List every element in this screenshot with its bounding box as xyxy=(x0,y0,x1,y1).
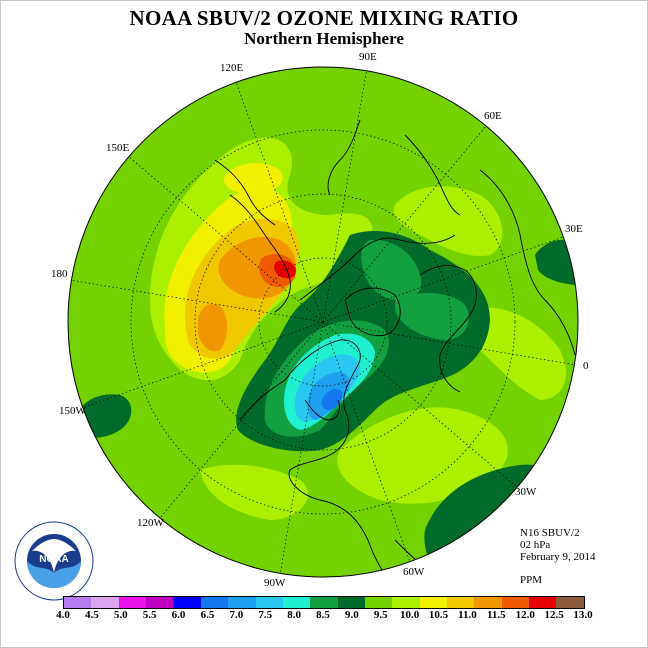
contour-medgreen xyxy=(361,239,422,300)
colorbar-tick-label: 10.5 xyxy=(428,609,449,621)
label-120e: 120E xyxy=(220,62,244,74)
colorbar-tick-label: 7.0 xyxy=(229,609,244,621)
label-90w: 90W xyxy=(264,577,286,589)
colorbar-tick-label: 4.5 xyxy=(85,609,99,621)
colorbar-swatch xyxy=(200,597,229,608)
coast-greenland xyxy=(344,287,401,337)
graticule xyxy=(69,67,577,576)
coast-europe xyxy=(419,264,477,393)
contour-lightgreen-s xyxy=(337,407,508,504)
contour-orange-left xyxy=(198,304,228,352)
coast-north-america xyxy=(239,339,396,577)
colorbar-swatch xyxy=(364,597,393,608)
meridian-30w xyxy=(322,321,519,489)
meridian-60w xyxy=(322,321,411,563)
label-30e: 30E xyxy=(565,223,583,235)
meridian-150e xyxy=(127,155,324,323)
map-subtitle: Northern Hemisphere xyxy=(244,29,404,48)
meridian-30e xyxy=(322,236,564,323)
label-30w: 30W xyxy=(515,486,537,498)
meridian-180 xyxy=(69,279,324,323)
colorbar-tick-label: 6.0 xyxy=(171,609,186,621)
colorbar-tick-label: 10.0 xyxy=(400,609,420,621)
colorbar-swatch xyxy=(474,597,502,608)
instrument-label: N16 SBUV/2 xyxy=(520,527,580,539)
label-120w: 120W xyxy=(137,517,164,529)
map-boundary xyxy=(67,66,579,578)
coast-hudson xyxy=(304,399,340,421)
logo-text: NOAA xyxy=(39,554,68,565)
colorbar-swatch xyxy=(118,597,147,608)
meridian-90w xyxy=(279,321,324,576)
meridian-60e xyxy=(322,125,487,323)
contour-blue xyxy=(321,389,343,410)
label-180: 180 xyxy=(51,268,68,280)
colorbar-tick-label: 8.5 xyxy=(316,609,330,621)
label-60w: 60W xyxy=(403,566,425,578)
label-0: 0 xyxy=(583,360,589,372)
contour-lightgreen-rim xyxy=(464,307,567,400)
contour-lightgreen-ne xyxy=(393,186,503,256)
colorbar-tick-label: 5.0 xyxy=(113,609,128,621)
meridian-0 xyxy=(322,321,577,366)
colorbar-tick-label: 5.5 xyxy=(142,609,157,621)
colorbar-tick-label: 4.0 xyxy=(56,609,70,621)
colorbar-tick-label: 9.5 xyxy=(373,609,388,621)
coast-china xyxy=(214,159,276,226)
colorbar-swatch xyxy=(447,597,475,608)
coast-asia-north xyxy=(299,234,456,301)
pressure-level-label: 02 hPa xyxy=(520,539,551,551)
coast-asia-east xyxy=(229,194,291,313)
colorbar-tick-label: 13.0 xyxy=(573,609,593,621)
label-60e: 60E xyxy=(484,110,502,122)
colorbar-swatch xyxy=(501,597,530,608)
meridian-120w xyxy=(159,321,324,519)
colorbar-tick-label: 11.0 xyxy=(458,609,477,621)
colorbar-tick-label: 7.5 xyxy=(258,609,273,621)
latitude-circle-30 xyxy=(194,193,452,451)
colorbar-swatch xyxy=(173,597,201,608)
latitude-circle-60 xyxy=(258,257,388,387)
colorbar-swatch xyxy=(146,597,174,608)
coast-africa xyxy=(479,169,576,356)
colorbar-tick-label: 12.0 xyxy=(515,609,535,621)
colorbar-swatch xyxy=(91,597,119,608)
colorbar-swatch xyxy=(282,597,311,608)
colorbar-swatch xyxy=(419,597,448,608)
contour-medgreen-e xyxy=(395,293,469,340)
colorbar-swatch xyxy=(228,597,256,608)
colorbar-swatch xyxy=(556,597,584,608)
label-150w: 150W xyxy=(59,405,86,417)
latitude-circle-0 xyxy=(130,129,516,515)
colorbar-tick-label: 11.5 xyxy=(487,609,506,621)
colorbar-swatch xyxy=(529,597,557,608)
colorbar-swatch xyxy=(337,597,365,608)
label-90e: 90E xyxy=(359,51,377,63)
units-label: PPM xyxy=(520,574,543,586)
date-label: February 9, 2014 xyxy=(520,551,596,563)
meridian-90e xyxy=(322,67,368,323)
colorbar-swatch xyxy=(64,597,92,608)
colorbar-tick-label: 6.5 xyxy=(200,609,215,621)
coastlines xyxy=(214,119,576,577)
contour-lightgreen-sw xyxy=(200,464,309,520)
meridian-120e xyxy=(235,81,324,323)
colorbar-swatch xyxy=(255,597,283,608)
colorbar-swatch xyxy=(310,597,338,608)
map-title: NOAA SBUV/2 OZONE MIXING RATIO xyxy=(129,6,519,30)
colorbar-tick-label: 9.0 xyxy=(345,609,359,621)
colorbar-tick-label: 8.0 xyxy=(287,609,301,621)
colorbar xyxy=(63,596,585,609)
label-150e: 150E xyxy=(106,142,130,154)
colorbar-swatch xyxy=(392,597,420,608)
noaa-logo: NOAA xyxy=(14,521,94,601)
contour-red xyxy=(274,260,296,279)
meridian-150w xyxy=(81,321,324,409)
colorbar-tick-label: 12.5 xyxy=(544,609,564,621)
coast-arabia xyxy=(404,134,461,216)
